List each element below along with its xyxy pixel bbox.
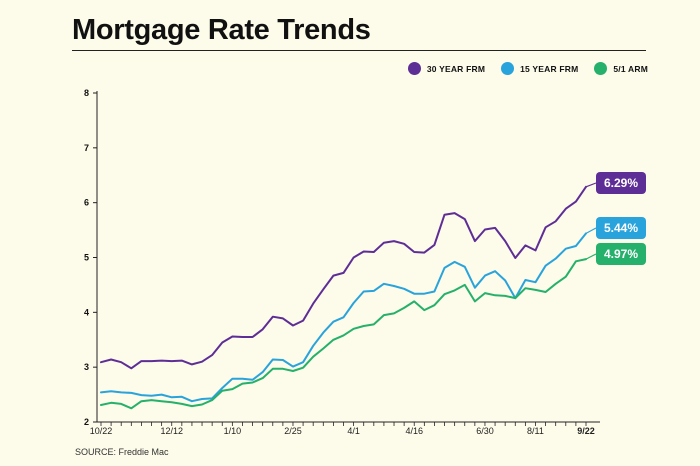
legend-label-30-year-frm: 30 YEAR FRM [426, 63, 486, 74]
x-tick-label-2-25: 2/25 [284, 426, 302, 436]
end-label-15-year-frm: 5.44% [604, 221, 638, 235]
x-tick-label-12-12: 12/12 [160, 426, 183, 436]
y-tick-label-6: 6 [84, 198, 89, 208]
x-tick-label-6-30: 6/30 [476, 426, 494, 436]
legend-swatch-5-1-arm [594, 62, 608, 75]
end-label-30-year-frm: 6.29% [604, 176, 638, 190]
x-tick-label-1-10: 1/10 [224, 426, 242, 436]
legend: 30 YEAR FRM 15 YEAR FRM 5/1 ARM [407, 62, 648, 75]
end-label-badge-15-year-frm [596, 217, 646, 239]
y-tick-label-3: 3 [84, 362, 89, 372]
x-tick-label-4-16: 4/16 [405, 426, 423, 436]
legend-label-15-year-frm: 15 YEAR FRM [520, 63, 579, 74]
source-note: SOURCE: Freddie Mac [75, 447, 169, 457]
x-tick-label-8-11: 8/11 [527, 426, 544, 436]
y-tick-label-7: 7 [84, 143, 89, 153]
x-tick-label-4-1: 4/1 [347, 426, 360, 436]
legend-item-15-year-frm: 15 YEAR FRM [501, 62, 578, 75]
end-label-connector-15-year-frm [585, 227, 597, 234]
end-label-connector-5-1-arm [585, 253, 597, 260]
legend-swatch-30-year-frm [407, 62, 421, 75]
y-tick-label-2: 2 [84, 417, 89, 427]
legend-swatch-15-year-frm [501, 62, 515, 75]
series-line-30-year-frm [100, 185, 587, 370]
x-tick-label-10-22: 10/22 [90, 426, 113, 436]
end-label-badge-5-1-arm [596, 243, 646, 265]
legend-item-5-1-arm: 5/1 ARM [594, 62, 648, 75]
x-tick-label-9-22: 9/22 [577, 426, 595, 436]
end-label-5-1-arm: 4.97% [604, 247, 638, 261]
legend-label-5-1-arm: 5/1 ARM [613, 63, 648, 74]
series-line-5-1-arm [100, 258, 587, 410]
series-line-15-year-frm [100, 232, 587, 403]
y-tick-label-8: 8 [84, 88, 89, 98]
chart-title: Mortgage Rate Trends [72, 14, 371, 46]
title-divider [72, 50, 646, 51]
y-tick-label-4: 4 [84, 307, 89, 317]
legend-item-30-year-frm: 30 YEAR FRM [407, 62, 486, 75]
end-label-badge-30-year-frm [596, 172, 646, 194]
end-label-connector-30-year-frm [585, 182, 597, 188]
y-tick-label-5: 5 [84, 253, 89, 263]
